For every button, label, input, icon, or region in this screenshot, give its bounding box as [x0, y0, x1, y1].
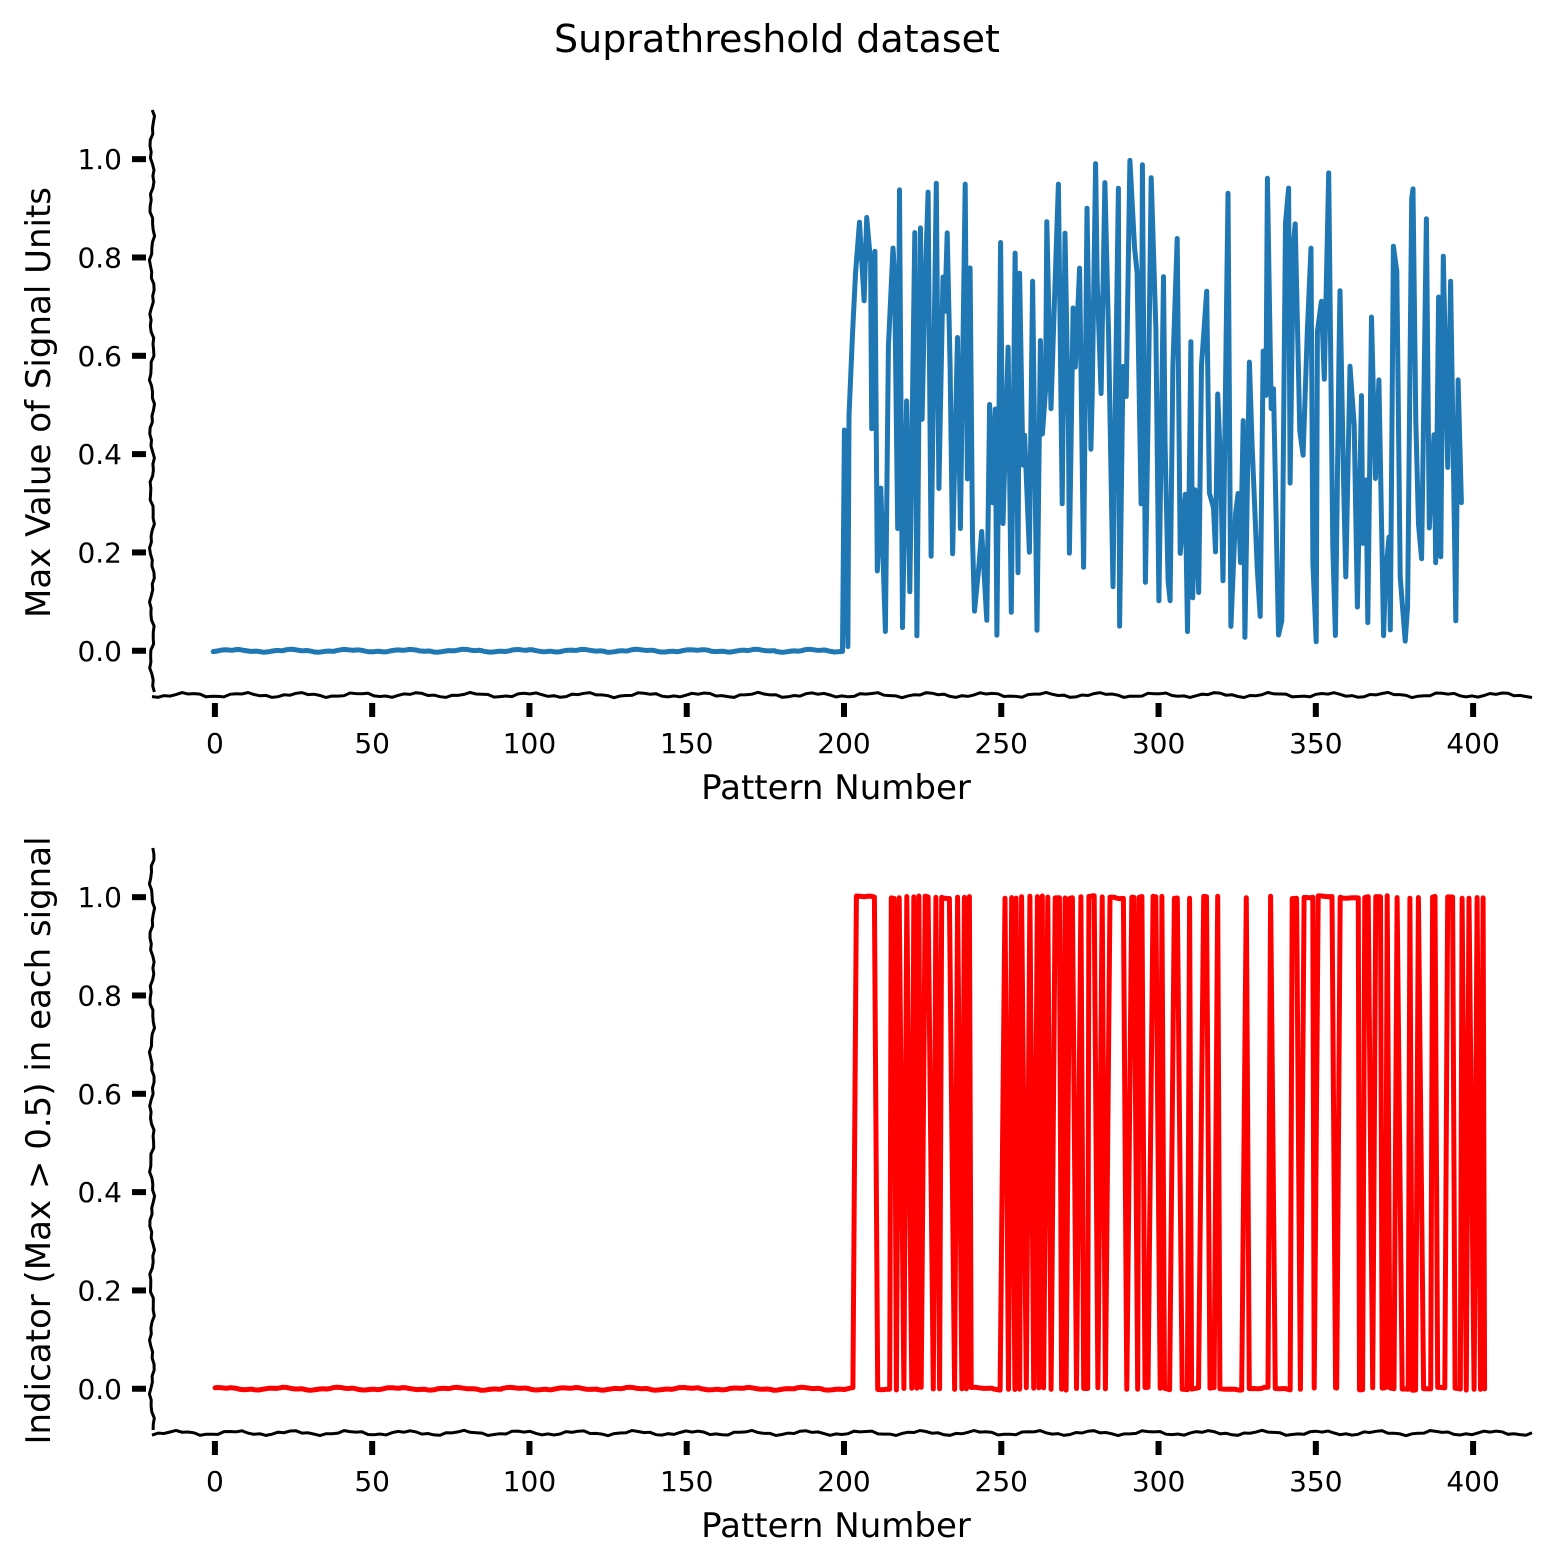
- y-tick-label: 0.6: [77, 1078, 122, 1111]
- x-tick-label: 400: [1446, 1465, 1499, 1498]
- y-tick-label: 0.0: [77, 1373, 122, 1406]
- x-tick-label: 400: [1446, 727, 1499, 760]
- y-tick-label: 0.8: [77, 979, 122, 1012]
- x-tick-label: 50: [354, 1465, 390, 1498]
- chart-panel-indicator: 0.0 0.2 0.4 0.6 0.8 1.0 0 50 100 150 200 250 300 350 4…: [19, 836, 1533, 1546]
- figure-title: Suprathreshold dataset: [554, 17, 1000, 61]
- x-tick-label: 250: [975, 1465, 1028, 1498]
- y-axis-line: [147, 847, 157, 1431]
- x-tick-label: 150: [660, 727, 713, 760]
- x-tick-label: 200: [817, 1465, 870, 1498]
- x-tick-label: 50: [354, 727, 390, 760]
- x-axis-label: Pattern Number: [701, 768, 971, 808]
- x-axis-line: [151, 690, 1533, 700]
- y-tick-label: 0.2: [77, 536, 122, 569]
- y-tick-label: 0.6: [77, 340, 122, 373]
- x-tick-label: 150: [660, 1465, 713, 1498]
- x-tick-label: 200: [817, 727, 870, 760]
- y-tick-label: 1.0: [77, 143, 122, 176]
- x-tick-label: 100: [503, 727, 556, 760]
- y-axis-label: Max Value of Signal Units: [19, 187, 59, 618]
- x-tick-label: 300: [1132, 727, 1185, 760]
- y-tick-label: 0.4: [77, 438, 122, 471]
- y-axis-label: Indicator (Max > 0.5) in each signal: [19, 836, 59, 1444]
- chart-panel-max-value: 0.0 0.2 0.4 0.6 0.8 1.0 0 50 100 150 200 250 300 350 4…: [19, 109, 1533, 808]
- series-line: [210, 157, 1464, 655]
- y-tick-label: 0.8: [77, 241, 122, 274]
- x-tick-label: 350: [1289, 727, 1342, 760]
- x-tick-label: 100: [503, 1465, 556, 1498]
- x-tick-label: 350: [1289, 1465, 1342, 1498]
- y-tick-label: 0.0: [77, 635, 122, 668]
- x-tick-label: 0: [206, 1465, 224, 1498]
- x-tick-label: 0: [206, 727, 224, 760]
- y-tick-label: 1.0: [77, 881, 122, 914]
- x-tick-label: 250: [975, 727, 1028, 760]
- x-axis-label: Pattern Number: [701, 1506, 971, 1546]
- y-tick-label: 0.4: [77, 1176, 122, 1209]
- y-axis-line: [147, 109, 157, 693]
- x-axis-line: [151, 1428, 1533, 1438]
- x-tick-label: 300: [1132, 1465, 1185, 1498]
- y-tick-label: 0.2: [77, 1274, 122, 1307]
- series-line: [212, 893, 1488, 1393]
